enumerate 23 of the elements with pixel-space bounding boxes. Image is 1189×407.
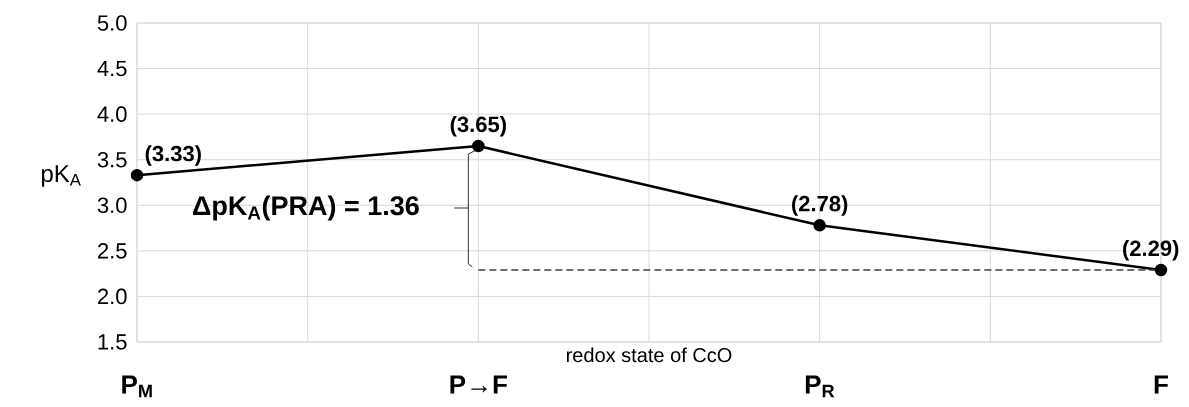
point bbox=[813, 219, 826, 232]
y-tick-label: 3.0 bbox=[97, 197, 127, 214]
point bbox=[472, 139, 485, 153]
data-label: (3.65) bbox=[450, 115, 506, 137]
y-tick-label: 2.5 bbox=[98, 243, 127, 259]
x-tick-label: P$_{R}$ bbox=[805, 375, 835, 398]
y-tick-label: 5.0 bbox=[97, 15, 127, 31]
y-axis-title: pK$_{A}$ bbox=[41, 165, 81, 187]
y-tick-label: 3.5 bbox=[97, 151, 127, 168]
y-tick-label: 1.5 bbox=[98, 334, 127, 350]
annotation: ΔpK$_{A}$(PRA) = 1.36 bbox=[193, 195, 419, 221]
y-tick-label: 2.0 bbox=[98, 288, 127, 305]
data-label: (3.33) bbox=[145, 145, 201, 166]
point bbox=[130, 168, 144, 182]
x-tick-label: F bbox=[1154, 375, 1168, 394]
y-tick-label: 4.5 bbox=[97, 60, 127, 77]
x-axis-title: redox state of CcO bbox=[566, 347, 732, 363]
y-tick-label: 4.0 bbox=[97, 106, 127, 122]
x-tick-label: P$_{M}$ bbox=[122, 375, 152, 398]
point bbox=[1154, 263, 1168, 277]
data-label: (2.29) bbox=[1123, 239, 1179, 261]
data-label: (2.78) bbox=[792, 195, 848, 216]
x-tick-label: P→F bbox=[450, 375, 507, 394]
